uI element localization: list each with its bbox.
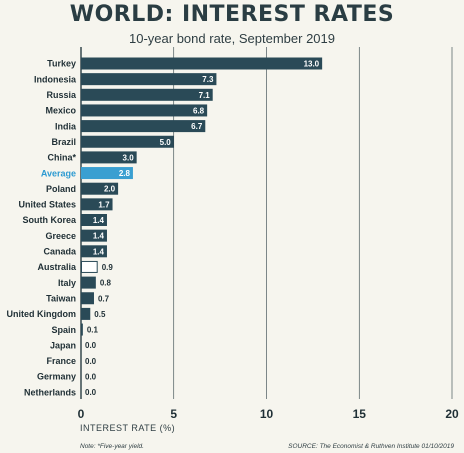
value-label: 6.7 (191, 122, 203, 131)
bar (81, 57, 323, 70)
category-label: Brazil (51, 137, 76, 147)
x-tick-label: 15 (353, 407, 367, 421)
bar (81, 245, 107, 258)
bar (81, 182, 119, 195)
bar (81, 104, 208, 117)
category-label: Average (41, 168, 76, 178)
category-label: Italy (58, 278, 76, 288)
value-label: 3.0 (123, 153, 135, 162)
value-label: 2.8 (119, 169, 131, 178)
value-label: 1.4 (93, 232, 105, 241)
category-label: South Korea (22, 215, 76, 225)
bar (81, 229, 107, 242)
value-label: 0.0 (85, 388, 97, 397)
category-label: Canada (43, 247, 77, 257)
value-label: 1.4 (93, 216, 105, 225)
value-label: 0.0 (85, 373, 97, 382)
value-label: 1.4 (93, 247, 105, 256)
bar (81, 292, 94, 305)
value-label: 0.0 (85, 357, 97, 366)
value-label: 2.0 (104, 185, 116, 194)
chart-subtitle: 10-year bond rate, September 2019 (129, 31, 335, 46)
source-note: SOURCE: The Economist & Ruthven Institut… (288, 443, 454, 450)
category-label: Mexico (45, 106, 76, 116)
chart-title: WORLD: INTEREST RATES (69, 2, 395, 27)
value-label: 0.7 (98, 294, 110, 303)
bar (81, 198, 113, 211)
bar (81, 167, 133, 180)
category-label: Poland (46, 184, 76, 194)
category-label: India (55, 121, 77, 131)
category-label: Australia (37, 262, 77, 272)
value-label: 13.0 (304, 60, 320, 69)
x-tick-label: 0 (78, 407, 85, 421)
category-label: Turkey (47, 59, 76, 69)
value-label: 0.9 (102, 263, 114, 272)
category-label: United States (18, 200, 76, 210)
category-label: United Kingdom (7, 309, 77, 319)
category-label: France (46, 356, 76, 366)
bar (81, 214, 107, 226)
value-label: 0.5 (94, 310, 106, 319)
bar (81, 323, 83, 336)
bar (81, 276, 96, 289)
bar (81, 260, 98, 273)
bar (81, 73, 217, 86)
x-axis-label: INTEREST RATE (%) (80, 423, 176, 433)
category-label: Netherlands (24, 387, 76, 397)
value-label: 0.8 (100, 279, 112, 288)
bar (81, 151, 137, 164)
x-tick-label: 5 (170, 407, 177, 421)
bar (81, 135, 174, 148)
category-label: Spain (51, 325, 76, 335)
category-label: Greece (45, 231, 76, 241)
value-label: 6.8 (193, 106, 205, 115)
value-label: 7.3 (202, 75, 214, 84)
bar (81, 88, 213, 101)
value-label: 7.1 (199, 91, 211, 100)
x-tick-label: 10 (260, 407, 274, 421)
bar (81, 120, 206, 133)
value-label: 0.1 (87, 326, 99, 335)
value-label: 1.7 (98, 200, 110, 209)
category-label: Japan (50, 340, 76, 350)
bar (81, 307, 91, 320)
category-label: Russia (46, 90, 77, 100)
value-label: 5.0 (160, 138, 172, 147)
category-label: China* (47, 153, 76, 163)
x-tick-label: 20 (445, 407, 459, 421)
value-label: 0.0 (85, 341, 97, 350)
footnote: Note: *Five-year yield. (80, 443, 144, 450)
category-label: Germany (37, 372, 76, 382)
category-label: Indonesia (34, 74, 77, 84)
category-label: Taiwan (46, 293, 76, 303)
